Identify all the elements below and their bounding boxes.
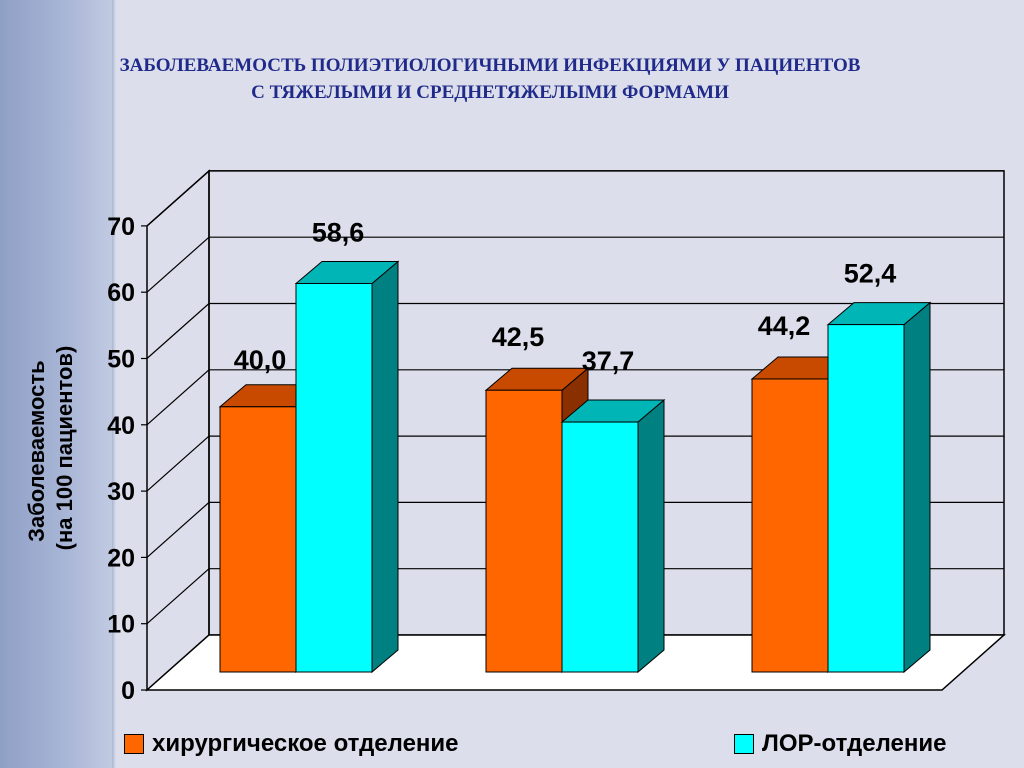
gridline bbox=[146, 170, 1004, 227]
legend-label-series-1: хирургическое отделение bbox=[152, 730, 459, 757]
gridline bbox=[146, 568, 1004, 625]
bar-series-2-category-3 bbox=[826, 301, 932, 674]
gridline bbox=[146, 435, 1004, 492]
y-tick-label: 50 bbox=[107, 346, 135, 374]
gridline bbox=[146, 369, 1004, 426]
y-tick-label: 70 bbox=[107, 213, 135, 241]
legend-swatch-series-2 bbox=[734, 734, 754, 754]
bar-side-face bbox=[637, 398, 665, 674]
bar-front-face bbox=[561, 421, 639, 673]
gridline bbox=[146, 501, 1004, 558]
y-axis-ticks: 0 10 20 30 40 50 60 70 bbox=[107, 213, 147, 705]
bar-front-face bbox=[219, 406, 297, 673]
bar-front-face bbox=[485, 389, 563, 673]
decorative-left-band bbox=[0, 0, 112, 768]
data-label: 44,2 bbox=[758, 311, 811, 341]
slide-title-line-1: ЗАБОЛЕВАЕМОСТЬ ПОЛИЭТИОЛОГИЧНЫМИ ИНФЕКЦИ… bbox=[119, 55, 861, 76]
bar-front-face bbox=[827, 324, 905, 673]
legend-label-series-2: ЛОР-отделение bbox=[762, 730, 947, 757]
y-axis-label-line-1: Заболеваемость bbox=[24, 360, 49, 542]
y-axis-label-line-2: (на 100 пациентов) bbox=[52, 346, 77, 551]
bar-side-face bbox=[903, 301, 931, 674]
y-tick-label: 10 bbox=[107, 611, 135, 639]
chart-gridlines bbox=[146, 170, 1004, 625]
y-tick-label: 60 bbox=[107, 279, 135, 307]
gridline bbox=[146, 236, 1004, 293]
bar-front-face bbox=[295, 282, 373, 673]
decorative-left-band-edge bbox=[112, 0, 116, 768]
legend-item-series-1: хирургическое отделение bbox=[124, 726, 459, 762]
legend-swatch-series-1 bbox=[124, 734, 144, 754]
data-label: 40,0 bbox=[234, 345, 287, 375]
data-label: 52,4 bbox=[844, 259, 897, 289]
legend-item-series-2: ЛОР-отделение bbox=[734, 726, 946, 762]
chart-bars bbox=[218, 260, 932, 674]
data-label: 42,5 bbox=[492, 322, 545, 352]
data-labels: 40,0 58,6 42,5 37,7 44,2 52,4 bbox=[234, 217, 897, 376]
y-tick-label: 30 bbox=[107, 478, 135, 506]
y-axis-label: Заболеваемость (на 100 пациентов) bbox=[24, 346, 77, 551]
y-tick-label: 20 bbox=[107, 544, 135, 572]
bar-side-face bbox=[371, 260, 399, 674]
y-tick-label: 0 bbox=[121, 677, 135, 705]
data-label: 58,6 bbox=[312, 217, 365, 247]
bar-series-2-category-1 bbox=[294, 260, 400, 674]
data-label: 37,7 bbox=[582, 346, 635, 376]
bar-front-face bbox=[751, 378, 829, 673]
slide-title-line-2: С ТЯЖЕЛЫМИ И СРЕДНЕТЯЖЕЛЫМИ ФОРМАМИ bbox=[251, 82, 729, 103]
gridline bbox=[146, 302, 1004, 359]
y-tick-label: 40 bbox=[107, 412, 135, 440]
bar-series-2-category-2 bbox=[560, 398, 666, 674]
side-wall bbox=[146, 169, 210, 692]
slide-title: ЗАБОЛЕВАЕМОСТЬ ПОЛИЭТИОЛОГИЧНЫМИ ИНФЕКЦИ… bbox=[20, 52, 960, 106]
